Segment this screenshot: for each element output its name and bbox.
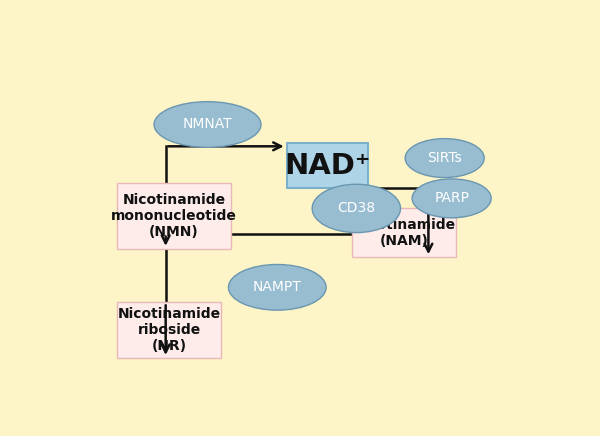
Text: Nicotinamide
mononucleotide
(NMN): Nicotinamide mononucleotide (NMN): [111, 193, 237, 239]
Text: PARP: PARP: [434, 191, 469, 205]
FancyBboxPatch shape: [117, 183, 231, 249]
Ellipse shape: [312, 184, 401, 232]
Text: NMNAT: NMNAT: [183, 117, 232, 132]
Text: SIRTs: SIRTs: [427, 151, 462, 165]
Ellipse shape: [154, 102, 261, 147]
Ellipse shape: [405, 139, 484, 177]
Ellipse shape: [229, 265, 326, 310]
FancyBboxPatch shape: [287, 143, 368, 188]
Text: Nicotinamide
riboside
(NR): Nicotinamide riboside (NR): [118, 307, 221, 353]
FancyBboxPatch shape: [352, 208, 456, 257]
Ellipse shape: [412, 179, 491, 218]
Text: NAMPT: NAMPT: [253, 280, 302, 294]
Text: NAD⁺: NAD⁺: [284, 152, 370, 180]
Text: CD38: CD38: [337, 201, 376, 215]
Text: Nicotinamide
(NAM): Nicotinamide (NAM): [352, 218, 455, 248]
FancyBboxPatch shape: [117, 303, 221, 358]
